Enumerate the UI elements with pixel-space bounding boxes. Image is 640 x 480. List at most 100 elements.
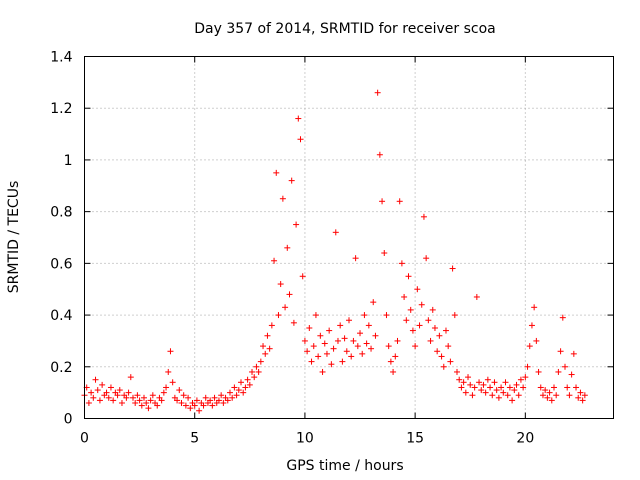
data-point (456, 376, 463, 383)
data-point (383, 312, 390, 319)
data-point (396, 198, 403, 205)
data-point (328, 361, 335, 368)
x-tick-label: 20 (516, 431, 534, 447)
data-point (141, 394, 148, 401)
data-point (90, 394, 97, 401)
data-point (379, 198, 386, 205)
data-point (118, 399, 125, 406)
data-point (114, 392, 121, 399)
data-point (387, 358, 394, 365)
data-point (237, 379, 244, 386)
data-point (398, 260, 405, 267)
data-point (301, 337, 308, 344)
data-point (339, 358, 346, 365)
data-point (423, 255, 430, 262)
data-point (286, 291, 293, 298)
data-point (352, 255, 359, 262)
data-point (279, 195, 286, 202)
data-point (334, 337, 341, 344)
data-point (487, 384, 494, 391)
data-point (431, 325, 438, 331)
data-point (509, 397, 516, 404)
data-point (557, 348, 564, 355)
data-point (123, 394, 130, 401)
data-point (416, 322, 423, 329)
data-point (467, 381, 474, 388)
data-point (436, 332, 443, 339)
data-point (374, 89, 381, 96)
data-point (524, 363, 531, 370)
data-point (260, 343, 267, 350)
data-point (409, 327, 416, 334)
data-point (548, 397, 555, 404)
data-point (288, 177, 295, 184)
data-point (215, 397, 222, 404)
data-point (85, 399, 92, 406)
data-point (264, 332, 271, 339)
data-point (370, 299, 377, 306)
data-point (290, 319, 297, 326)
y-tick-label: 1.2 (50, 101, 72, 117)
y-tick-label: 1.4 (50, 50, 72, 66)
data-point (341, 335, 348, 342)
data-point (445, 343, 452, 350)
data-point (200, 402, 207, 409)
data-point (310, 343, 317, 350)
data-point (147, 397, 154, 404)
data-point (315, 353, 322, 360)
data-point (489, 392, 496, 399)
data-point (88, 389, 95, 396)
y-tick-label: 1 (64, 153, 73, 169)
data-point (429, 306, 436, 313)
data-point (359, 350, 366, 357)
x-axis-title: GPS time / hours (286, 458, 403, 474)
data-point (306, 325, 313, 331)
x-tick-label: 5 (190, 431, 199, 447)
data-point (471, 384, 478, 391)
data-point (257, 358, 264, 365)
data-point (566, 392, 573, 399)
data-point (363, 340, 370, 347)
data-point (187, 405, 194, 412)
data-point (414, 286, 421, 293)
data-point (440, 363, 447, 370)
data-point (136, 397, 143, 404)
data-point (154, 402, 161, 409)
data-point (407, 306, 414, 313)
data-point (180, 392, 187, 399)
data-point (330, 345, 337, 352)
data-point (226, 389, 233, 396)
data-point (143, 399, 150, 406)
data-point (515, 392, 522, 399)
data-point (220, 399, 227, 406)
data-point (418, 301, 425, 308)
data-point (242, 384, 249, 391)
data-point (401, 293, 408, 300)
data-point (502, 379, 509, 386)
data-point (251, 374, 258, 381)
data-point (158, 397, 165, 404)
data-point (568, 371, 575, 378)
x-tick-labels: 0 5 10 15 20 (80, 431, 534, 447)
data-point (196, 407, 203, 414)
data-point (107, 384, 114, 391)
data-point (317, 332, 324, 339)
data-point (125, 389, 132, 396)
data-point (337, 322, 344, 329)
data-point (116, 387, 123, 394)
data-point (110, 397, 117, 404)
data-point (185, 394, 192, 401)
data-point (480, 381, 487, 388)
data-point (465, 374, 472, 381)
data-point (460, 379, 467, 386)
data-point (434, 348, 441, 355)
data-point (134, 392, 141, 399)
data-point (513, 381, 520, 388)
plot-frame (84, 56, 614, 419)
data-point (405, 273, 412, 280)
data-point (555, 368, 562, 375)
data-point (277, 281, 284, 288)
data-point (348, 353, 355, 360)
data-point (178, 399, 185, 406)
data-point (253, 363, 260, 370)
